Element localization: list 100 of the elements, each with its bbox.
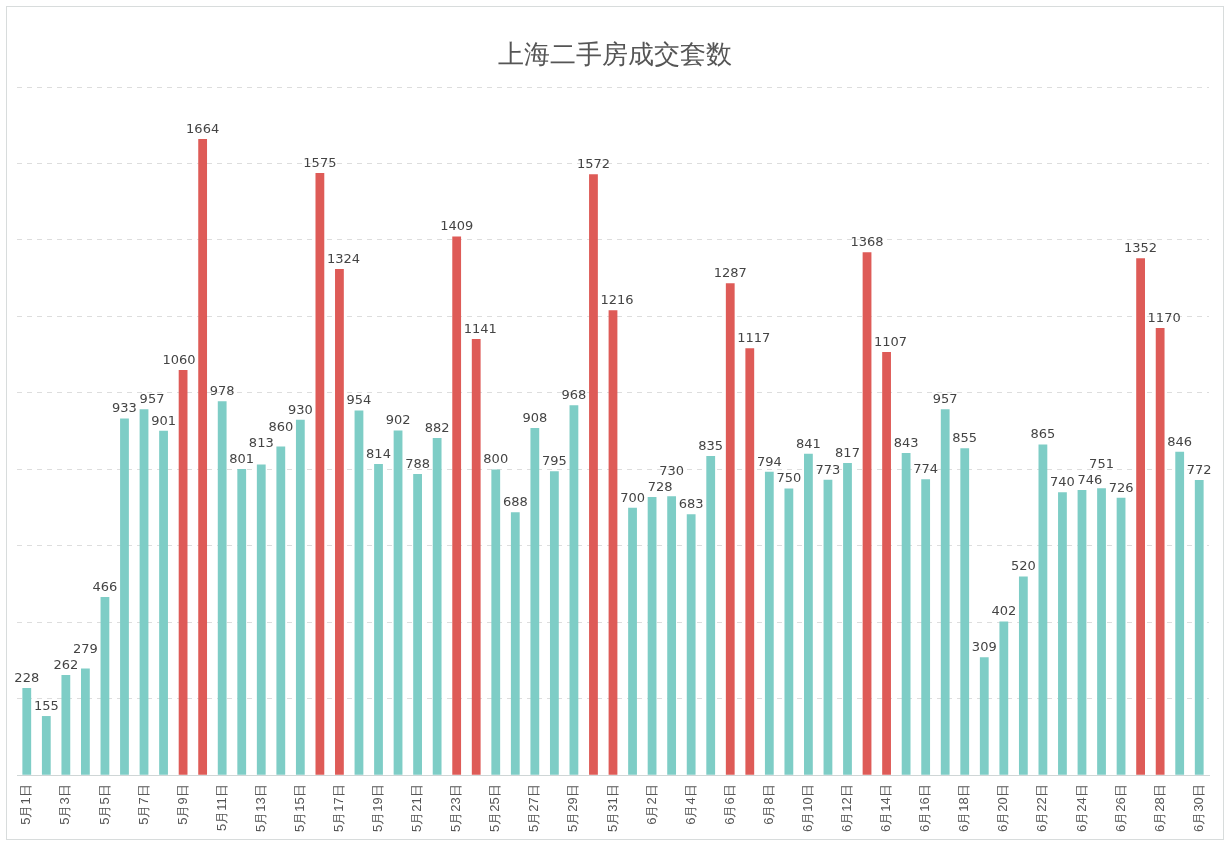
bar xyxy=(335,269,344,775)
data-label: 1368 xyxy=(850,234,884,250)
bar xyxy=(295,419,305,775)
data-label: 968 xyxy=(561,387,587,403)
bar xyxy=(1077,490,1087,775)
bar xyxy=(374,464,383,775)
data-label: 817 xyxy=(835,444,860,460)
data-label: 978 xyxy=(209,383,235,399)
data-label: 813 xyxy=(248,435,274,451)
data-label: 466 xyxy=(92,578,118,594)
x-tick-label: 5月13日 xyxy=(252,784,268,833)
bar xyxy=(979,657,989,775)
x-tick-label: 6月26日 xyxy=(1112,784,1128,833)
x-tick-label: 6月14日 xyxy=(878,784,894,833)
data-label: 835 xyxy=(698,437,724,453)
bar xyxy=(608,310,618,775)
bar xyxy=(1038,444,1048,775)
chart-title: 上海二手房成交套数 xyxy=(497,38,733,71)
bar xyxy=(862,252,872,775)
bar xyxy=(432,438,442,775)
data-label: 933 xyxy=(112,400,137,416)
bar xyxy=(159,430,168,775)
bar xyxy=(804,453,813,775)
data-label: 930 xyxy=(287,401,313,417)
bar xyxy=(61,675,71,775)
bar xyxy=(784,488,794,775)
bar xyxy=(217,401,227,775)
bar xyxy=(921,479,931,775)
bar xyxy=(393,430,403,775)
bar xyxy=(1136,258,1145,775)
bar xyxy=(452,236,462,775)
bar xyxy=(1058,492,1067,775)
data-label: 841 xyxy=(796,435,821,451)
data-label: 772 xyxy=(1186,461,1212,477)
x-tick-label: 6月8日 xyxy=(760,784,776,825)
x-tick-label: 5月11日 xyxy=(213,784,229,832)
x-tick-label: 5月21日 xyxy=(409,784,425,833)
data-label: 800 xyxy=(483,451,509,467)
bar xyxy=(823,479,833,775)
data-label: 843 xyxy=(893,434,919,450)
x-tick-label: 6月4日 xyxy=(682,784,698,825)
bar xyxy=(1116,497,1126,775)
x-tick-label: 5月9日 xyxy=(174,784,190,825)
bar xyxy=(843,462,852,775)
data-label: 1352 xyxy=(1124,240,1158,256)
data-label: 794 xyxy=(756,453,782,469)
data-label: 846 xyxy=(1167,433,1193,449)
bar xyxy=(256,464,266,775)
bar xyxy=(764,471,774,775)
bar xyxy=(491,469,501,775)
data-label: 688 xyxy=(502,494,528,510)
data-label: 740 xyxy=(1050,474,1075,490)
bar xyxy=(413,473,422,775)
data-label: 1216 xyxy=(600,292,634,308)
data-label: 1117 xyxy=(737,330,771,346)
data-label: 855 xyxy=(952,430,978,446)
bar xyxy=(198,139,208,775)
data-label: 902 xyxy=(385,412,411,428)
x-tick-label: 5月29日 xyxy=(565,784,581,833)
bar xyxy=(276,446,286,775)
bar xyxy=(22,688,32,775)
data-label: 1107 xyxy=(874,333,908,349)
data-label: 728 xyxy=(647,478,673,494)
bar xyxy=(549,471,559,775)
bar xyxy=(901,452,911,775)
data-label: 700 xyxy=(620,489,645,505)
bar xyxy=(471,339,481,775)
bar xyxy=(139,409,149,775)
data-label: 520 xyxy=(1010,558,1036,574)
bar xyxy=(960,448,970,775)
x-tick-label: 6月10日 xyxy=(799,784,815,833)
data-label: 1664 xyxy=(186,120,220,136)
x-tick-label: 5月5日 xyxy=(96,784,112,825)
bar xyxy=(1175,451,1185,775)
bar xyxy=(1155,327,1165,775)
data-label: 726 xyxy=(1108,479,1134,495)
bar xyxy=(745,348,755,775)
bar xyxy=(589,174,598,775)
data-label: 309 xyxy=(971,639,997,655)
bar xyxy=(1097,488,1106,775)
x-tick-label: 6月16日 xyxy=(917,784,933,833)
data-label: 957 xyxy=(932,391,958,407)
x-tick-label: 5月23日 xyxy=(448,784,464,833)
data-label: 228 xyxy=(14,670,40,685)
data-label: 773 xyxy=(815,461,841,477)
data-label: 954 xyxy=(346,392,372,408)
bar xyxy=(100,597,110,775)
x-tick-label: 5月1日 xyxy=(18,784,34,825)
bar xyxy=(706,456,716,775)
bar xyxy=(725,283,735,775)
data-label: 865 xyxy=(1030,426,1056,442)
data-label: 908 xyxy=(522,409,548,425)
data-label: 1060 xyxy=(162,351,196,367)
x-tick-label: 6月28日 xyxy=(1151,784,1167,833)
bar xyxy=(1018,576,1028,775)
x-tick-label: 5月25日 xyxy=(487,784,503,833)
bar xyxy=(628,507,637,775)
data-label: 262 xyxy=(53,657,79,672)
data-label: 1409 xyxy=(440,218,474,234)
bar xyxy=(178,369,188,775)
